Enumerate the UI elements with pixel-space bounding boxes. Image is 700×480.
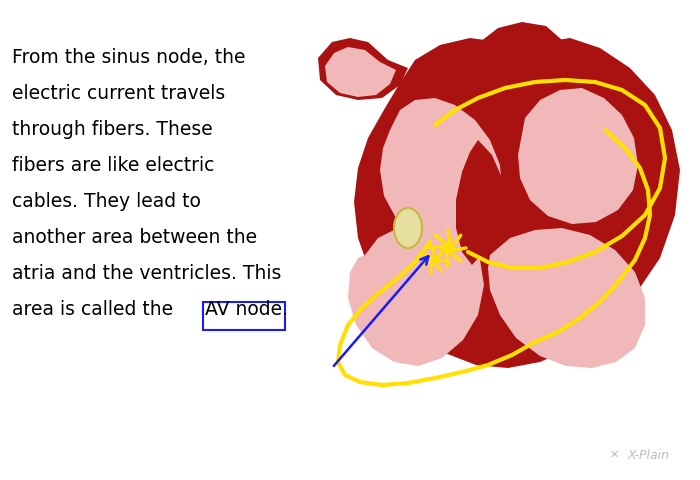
Text: fibers are like electric: fibers are like electric bbox=[12, 156, 214, 175]
Polygon shape bbox=[456, 140, 504, 265]
Text: atria and the ventricles. This: atria and the ventricles. This bbox=[12, 264, 281, 283]
Text: From the sinus node, the: From the sinus node, the bbox=[12, 48, 246, 67]
Text: ✕: ✕ bbox=[610, 450, 620, 460]
Text: area is called the: area is called the bbox=[12, 300, 179, 319]
Polygon shape bbox=[480, 22, 562, 75]
Text: electric current travels: electric current travels bbox=[12, 84, 225, 103]
Text: AV node.: AV node. bbox=[205, 300, 288, 319]
Polygon shape bbox=[325, 47, 396, 97]
Ellipse shape bbox=[394, 208, 422, 248]
Text: cables. They lead to: cables. They lead to bbox=[12, 192, 201, 211]
Polygon shape bbox=[380, 98, 502, 242]
Polygon shape bbox=[518, 88, 638, 224]
Text: another area between the: another area between the bbox=[12, 228, 257, 247]
Polygon shape bbox=[488, 228, 645, 368]
Polygon shape bbox=[318, 38, 408, 100]
Polygon shape bbox=[354, 38, 680, 368]
Text: through fibers. These: through fibers. These bbox=[12, 120, 213, 139]
Polygon shape bbox=[348, 225, 484, 366]
Text: X-Plain: X-Plain bbox=[628, 449, 670, 462]
